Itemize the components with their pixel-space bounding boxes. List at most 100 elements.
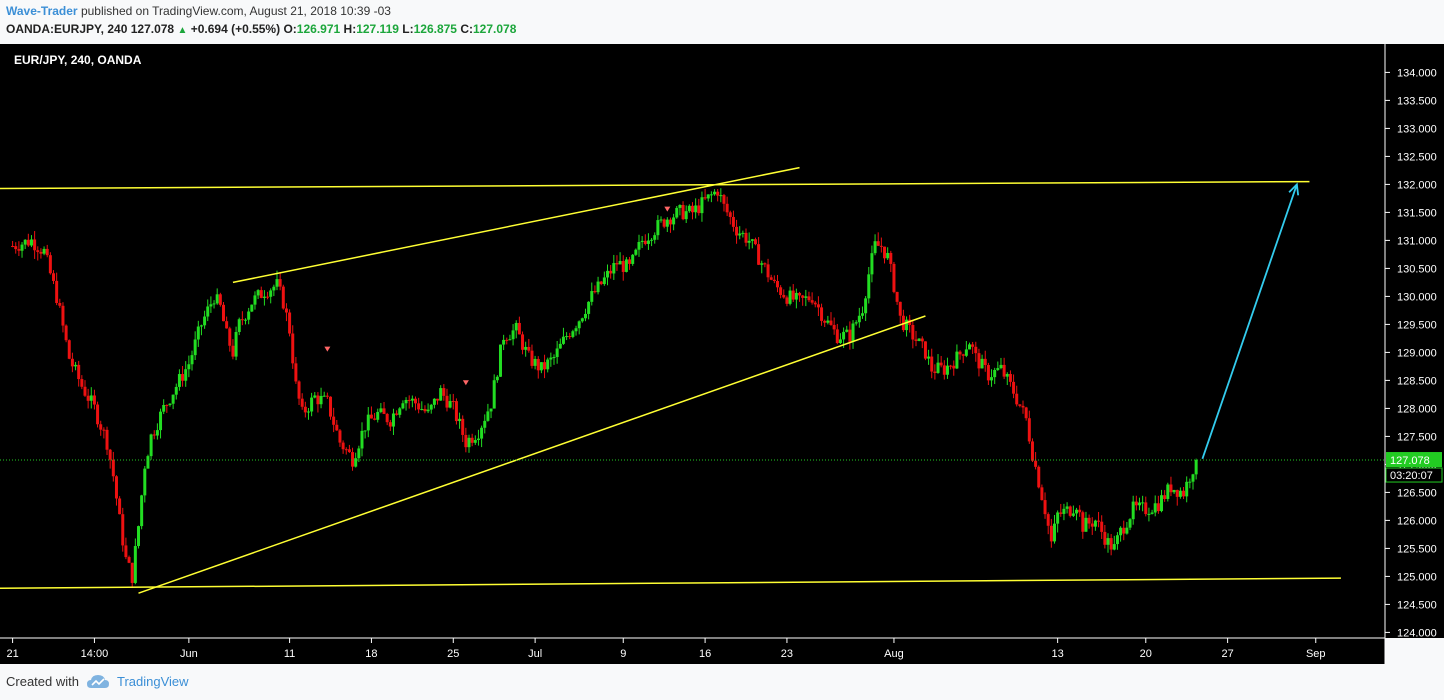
- tradingview-link[interactable]: TradingView: [116, 674, 189, 689]
- candle-body: [483, 420, 487, 428]
- candle-body: [118, 498, 122, 515]
- candle-body: [621, 260, 625, 272]
- candle-body: [1144, 502, 1148, 515]
- candle-body: [448, 401, 452, 408]
- candle-body: [237, 319, 241, 333]
- trend-line: [138, 315, 926, 594]
- y-tick-label: 133.500: [1397, 95, 1437, 107]
- candle-body: [779, 287, 783, 295]
- candle-body: [901, 315, 905, 331]
- candle-body: [388, 422, 392, 427]
- candle-body: [1093, 520, 1097, 527]
- y-tick-label: 128.000: [1397, 403, 1437, 415]
- candle-body: [807, 296, 811, 301]
- candle-body: [741, 232, 745, 234]
- candle-body: [568, 336, 572, 338]
- candle-body: [801, 295, 805, 298]
- candle-body: [80, 379, 84, 387]
- candle-body: [1156, 503, 1160, 512]
- candle-body: [914, 339, 918, 341]
- candle-body: [325, 395, 329, 397]
- candle-body: [785, 297, 789, 304]
- countdown-label: 03:20:07: [1390, 470, 1433, 482]
- y-tick-label: 134.000: [1397, 67, 1437, 79]
- plot-area[interactable]: [0, 44, 1385, 638]
- candle-body: [517, 322, 521, 335]
- x-tick-label: 16: [699, 648, 711, 660]
- candle-body: [1037, 466, 1041, 488]
- candle-body: [262, 296, 266, 298]
- candle-body: [760, 263, 764, 265]
- candle-body: [650, 239, 654, 241]
- candle-body: [580, 318, 584, 322]
- candle-body: [439, 388, 443, 401]
- candle-body: [986, 365, 990, 381]
- candle-body: [498, 344, 502, 377]
- candle-body: [1128, 519, 1132, 528]
- x-tick-label: 14:00: [81, 648, 109, 660]
- candle-body: [23, 239, 27, 245]
- candle-body: [883, 246, 887, 259]
- candle-body: [747, 240, 751, 243]
- symbol-line: OANDA:EURJPY, 240 127.078 ▲ +0.694 (+0.5…: [6, 22, 516, 36]
- candle-body: [77, 364, 81, 380]
- open-value: 126.971: [296, 22, 341, 36]
- candle-body: [549, 357, 553, 360]
- candle-body: [933, 371, 937, 373]
- author-link[interactable]: Wave-Trader: [6, 4, 78, 18]
- time-axis[interactable]: [0, 638, 1385, 664]
- candle-body: [306, 411, 310, 413]
- candle-body: [558, 343, 562, 349]
- x-tick-label: Jul: [528, 648, 542, 660]
- candle-body: [665, 219, 669, 227]
- candle-body: [958, 351, 962, 355]
- candle-body: [379, 408, 383, 412]
- candle-body: [574, 328, 578, 332]
- low-label: L:: [402, 22, 414, 36]
- candle-body: [137, 526, 140, 547]
- y-tick-label: 132.500: [1397, 151, 1437, 163]
- candle-body: [322, 395, 326, 397]
- candle-body: [1015, 393, 1019, 405]
- last-price: 127.078: [130, 22, 175, 36]
- candle-body: [615, 263, 619, 265]
- candle-body: [826, 320, 830, 323]
- candle-body: [426, 409, 430, 412]
- candle-body: [391, 413, 395, 427]
- candle-body: [1194, 460, 1198, 475]
- candle-body: [451, 401, 455, 403]
- candle-body: [234, 332, 238, 357]
- candle-body: [429, 404, 433, 410]
- candle-body: [816, 304, 820, 308]
- candle-body: [757, 244, 761, 265]
- candle-body: [146, 456, 150, 469]
- candle-body: [275, 279, 279, 287]
- chart-title: EUR/JPY, 240, OANDA: [14, 53, 142, 67]
- candle-body: [332, 416, 336, 425]
- candle-body: [1034, 460, 1038, 467]
- candle-body: [423, 409, 427, 412]
- candle-body: [140, 495, 144, 527]
- candle-body: [250, 304, 254, 312]
- candle-body: [74, 364, 78, 367]
- price-axis[interactable]: [1385, 44, 1444, 638]
- candle-body: [895, 291, 899, 302]
- candle-body: [876, 241, 880, 246]
- candle-body: [738, 233, 742, 236]
- price-chart[interactable]: EUR/JPY, 240, OANDA 124.000 124.500 125.00…: [0, 44, 1444, 664]
- candle-body: [1081, 512, 1085, 532]
- candle-body: [284, 308, 288, 313]
- candle-body: [1191, 474, 1195, 482]
- trend-line: [232, 166, 800, 284]
- candle-body: [502, 339, 506, 345]
- candle-body: [313, 395, 317, 398]
- candle-body: [1153, 503, 1157, 513]
- signal-marker-icon: [324, 346, 331, 352]
- candle-body: [725, 203, 729, 213]
- candle-body: [155, 430, 159, 436]
- candle-body: [187, 364, 191, 370]
- candle-body: [454, 401, 458, 422]
- candle-body: [791, 290, 795, 300]
- candle-body: [410, 398, 414, 401]
- candle-body: [473, 440, 477, 443]
